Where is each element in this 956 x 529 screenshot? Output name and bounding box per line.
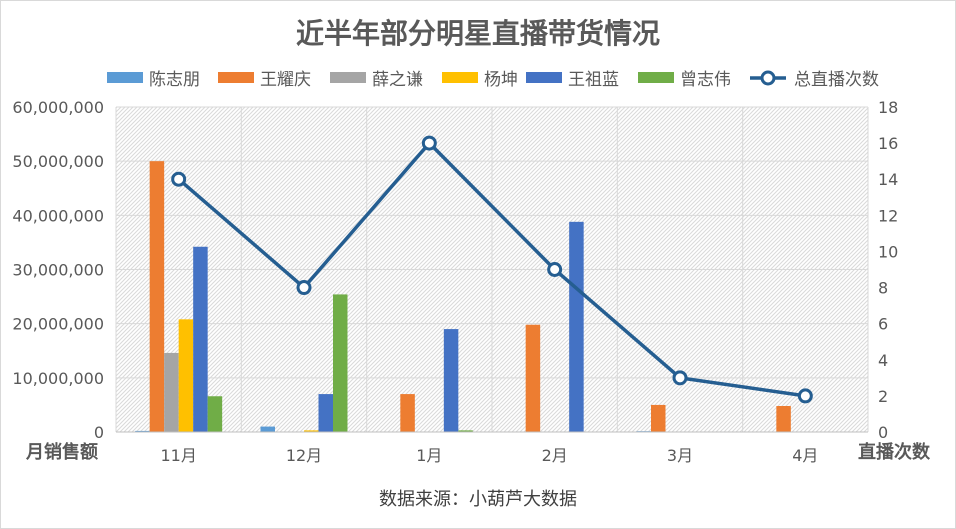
line-path — [177, 140, 806, 398]
axes: 0 10,000,000 20,000,000 30,000,000 40,000,00… — [12, 98, 898, 465]
y-left-tick-label: 30,000,000 — [12, 261, 104, 280]
line-point — [797, 388, 813, 404]
legend-label: 王祖蓝 — [568, 70, 619, 90]
y-left-tick-label: 10,000,000 — [12, 369, 104, 388]
bars — [135, 161, 791, 433]
y-right-tick-label: 6 — [878, 315, 888, 334]
bar-王耀庆 — [149, 161, 165, 433]
chart-title: 近半年部分明星直播带货情况 — [296, 17, 660, 50]
line-point — [547, 262, 563, 277]
y-right-tick-label: 0 — [878, 423, 888, 442]
legend-label: 薛之谦 — [372, 70, 423, 90]
y-right-axis-label: 直播次数 — [858, 441, 931, 463]
legend-marker — [760, 70, 776, 86]
y-right-tick-label: 16 — [878, 134, 898, 153]
bar-杨坤 — [178, 319, 194, 432]
legend-label: 王耀庆 — [260, 70, 311, 90]
legend-swatch — [107, 72, 143, 83]
bar-王祖蓝 — [443, 329, 459, 432]
line-point — [672, 370, 688, 386]
bar-薛之谦 — [164, 352, 179, 432]
y-left-axis-label: 月销售额 — [25, 441, 98, 463]
line-point — [296, 280, 312, 296]
legend-swatch — [330, 72, 366, 83]
bar-王耀庆 — [651, 404, 666, 432]
y-left-tick-label: 20,000,000 — [12, 315, 104, 334]
bar-王耀庆 — [525, 324, 541, 432]
bar-王祖蓝 — [318, 394, 333, 432]
x-tick-label: 1月 — [416, 446, 442, 465]
y-left-tick-label: 40,000,000 — [12, 206, 104, 225]
bar-陈志朋 — [135, 430, 150, 432]
legend-label: 杨坤 — [484, 70, 518, 90]
bar-曾志伟 — [458, 430, 473, 433]
y-right-tick-label: 12 — [878, 206, 898, 225]
legend-label: 总直播次数 — [794, 70, 879, 90]
y-right-tick-label: 2 — [878, 387, 888, 406]
x-tick-label: 2月 — [542, 446, 568, 465]
legend-swatch — [218, 72, 254, 83]
y-right-tick-label: 14 — [878, 170, 898, 189]
legend-swatch — [526, 72, 562, 83]
legend: 陈志朋 王耀庆 薛之谦 杨坤 王祖蓝 曾志伟 总直播次数 — [107, 70, 879, 90]
x-tick-label: 12月 — [286, 446, 322, 465]
source-note: 数据来源：小葫芦大数据 — [379, 489, 577, 510]
bar-陈志朋 — [260, 426, 275, 432]
y-right-tick-label: 8 — [878, 279, 888, 298]
bar-曾志伟 — [207, 396, 223, 432]
x-tick-label: 3月 — [667, 446, 693, 465]
x-tick-label: 11月 — [160, 446, 196, 465]
grid-lines — [115, 106, 869, 433]
line-point — [171, 171, 187, 187]
bar-王祖蓝 — [569, 221, 584, 432]
line-point — [421, 135, 437, 151]
y-left-tick-label: 50,000,000 — [12, 152, 104, 171]
bar-杨坤 — [304, 430, 319, 433]
line-series — [171, 135, 813, 404]
bar-王耀庆 — [400, 394, 415, 432]
legend-label: 陈志朋 — [149, 70, 200, 90]
x-tick-label: 4月 — [792, 446, 818, 465]
y-left-tick-label: 60,000,000 — [12, 98, 104, 117]
bar-王耀庆 — [776, 406, 791, 432]
y-right-tick-label: 4 — [878, 351, 888, 370]
y-right-tick-label: 10 — [878, 242, 898, 261]
legend-swatch — [638, 72, 674, 83]
y-left-tick-label: 0 — [94, 423, 104, 442]
legend-label: 曾志伟 — [680, 70, 731, 90]
y-right-tick-label: 18 — [878, 98, 898, 117]
bar-曾志伟 — [333, 294, 348, 432]
legend-swatch — [442, 72, 478, 83]
bar-王祖蓝 — [193, 246, 208, 432]
